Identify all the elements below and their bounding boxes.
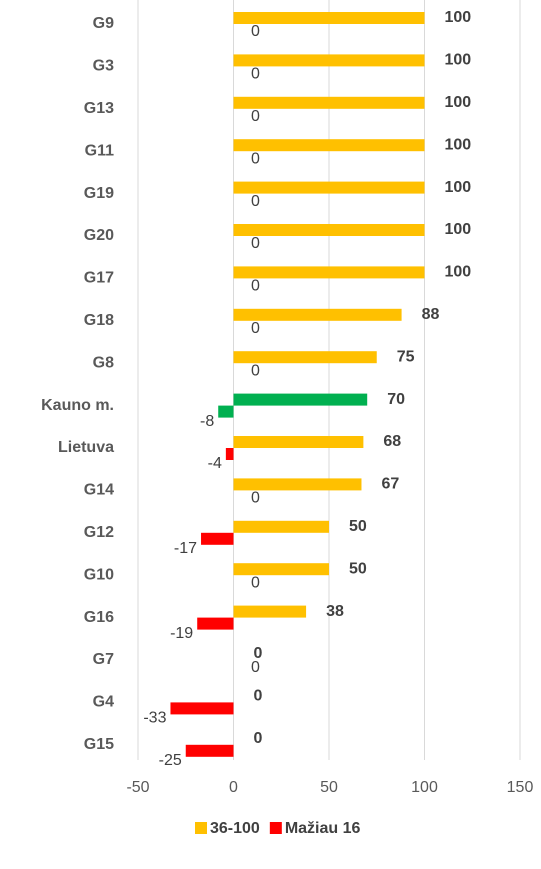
bar <box>225 448 234 460</box>
value-label: 0 <box>251 66 260 83</box>
x-tick-label: 150 <box>507 779 534 796</box>
legend-label: 36-100 <box>210 820 260 837</box>
x-tick-label: 0 <box>229 779 238 796</box>
y-tick-label: G18 <box>84 312 114 329</box>
value-label: 68 <box>383 433 401 450</box>
value-label: 70 <box>387 391 405 408</box>
bar <box>233 478 362 491</box>
value-label: 100 <box>445 136 472 153</box>
value-label: 75 <box>397 348 415 365</box>
value-label: 0 <box>251 108 260 125</box>
value-label: 100 <box>445 9 472 26</box>
value-label: 100 <box>445 179 472 196</box>
y-tick-label: Lietuva <box>58 439 114 456</box>
y-tick-label: G20 <box>84 227 114 244</box>
bar <box>233 139 425 152</box>
value-label: 0 <box>251 320 260 337</box>
bar <box>185 744 234 757</box>
y-tick-label: Kauno m. <box>41 397 114 414</box>
value-label: 100 <box>445 52 472 69</box>
legend-swatch <box>195 822 207 834</box>
y-tick-label: G8 <box>93 354 114 371</box>
bar <box>233 605 307 618</box>
bar <box>233 563 329 576</box>
y-tick-label: G15 <box>84 736 114 753</box>
value-label: -25 <box>159 752 182 769</box>
value-label: 0 <box>251 150 260 167</box>
value-label: 0 <box>251 574 260 591</box>
value-label: 0 <box>251 362 260 379</box>
value-label: 0 <box>251 23 260 40</box>
y-tick-label: G7 <box>93 651 114 668</box>
bar <box>233 393 368 406</box>
x-tick-label: -50 <box>126 779 149 796</box>
y-tick-label: G19 <box>84 185 114 202</box>
value-label: 0 <box>251 659 260 676</box>
value-label: 38 <box>326 603 344 620</box>
value-label: 100 <box>445 264 472 281</box>
value-label: 0 <box>254 645 263 662</box>
bar <box>233 520 329 533</box>
value-label: 0 <box>251 235 260 252</box>
y-tick-label: G11 <box>85 142 114 159</box>
y-tick-label: G3 <box>93 58 114 75</box>
legend-label: Mažiau 16 <box>285 820 361 837</box>
value-label: 100 <box>445 94 472 111</box>
value-label: -19 <box>170 625 193 642</box>
value-label: 67 <box>381 476 399 493</box>
value-label: 0 <box>251 193 260 210</box>
bar <box>233 308 402 321</box>
value-label: 0 <box>251 278 260 295</box>
y-tick-label: G4 <box>93 694 114 711</box>
bar <box>233 12 425 24</box>
bar <box>201 532 234 545</box>
x-tick-label: 100 <box>411 779 438 796</box>
y-tick-label: G12 <box>84 524 114 541</box>
y-tick-label: G9 <box>93 15 114 32</box>
value-label: 50 <box>349 518 367 535</box>
legend-swatch <box>269 822 282 834</box>
bar <box>233 181 425 194</box>
bar <box>197 617 234 630</box>
value-label: 0 <box>254 688 263 705</box>
bar <box>233 436 364 448</box>
value-label: 100 <box>445 221 472 238</box>
value-label: -4 <box>208 455 222 472</box>
value-label: -33 <box>143 710 166 727</box>
y-tick-label: G10 <box>84 566 114 583</box>
y-tick-label: G16 <box>84 609 114 626</box>
value-label: -8 <box>200 413 214 430</box>
bar <box>170 702 234 715</box>
bar <box>218 405 234 418</box>
y-tick-label: G13 <box>84 100 114 117</box>
bar <box>233 351 377 364</box>
value-label: 0 <box>251 490 260 507</box>
y-tick-label: G14 <box>84 482 114 499</box>
bar <box>233 224 425 236</box>
value-label: 0 <box>254 730 263 747</box>
bar <box>233 54 425 67</box>
value-label: 50 <box>349 560 367 577</box>
bar <box>233 266 425 279</box>
x-tick-label: 50 <box>320 779 338 796</box>
y-tick-label: G17 <box>84 270 114 287</box>
value-label: -17 <box>174 540 197 557</box>
value-label: 88 <box>422 306 440 323</box>
bar <box>233 96 425 109</box>
